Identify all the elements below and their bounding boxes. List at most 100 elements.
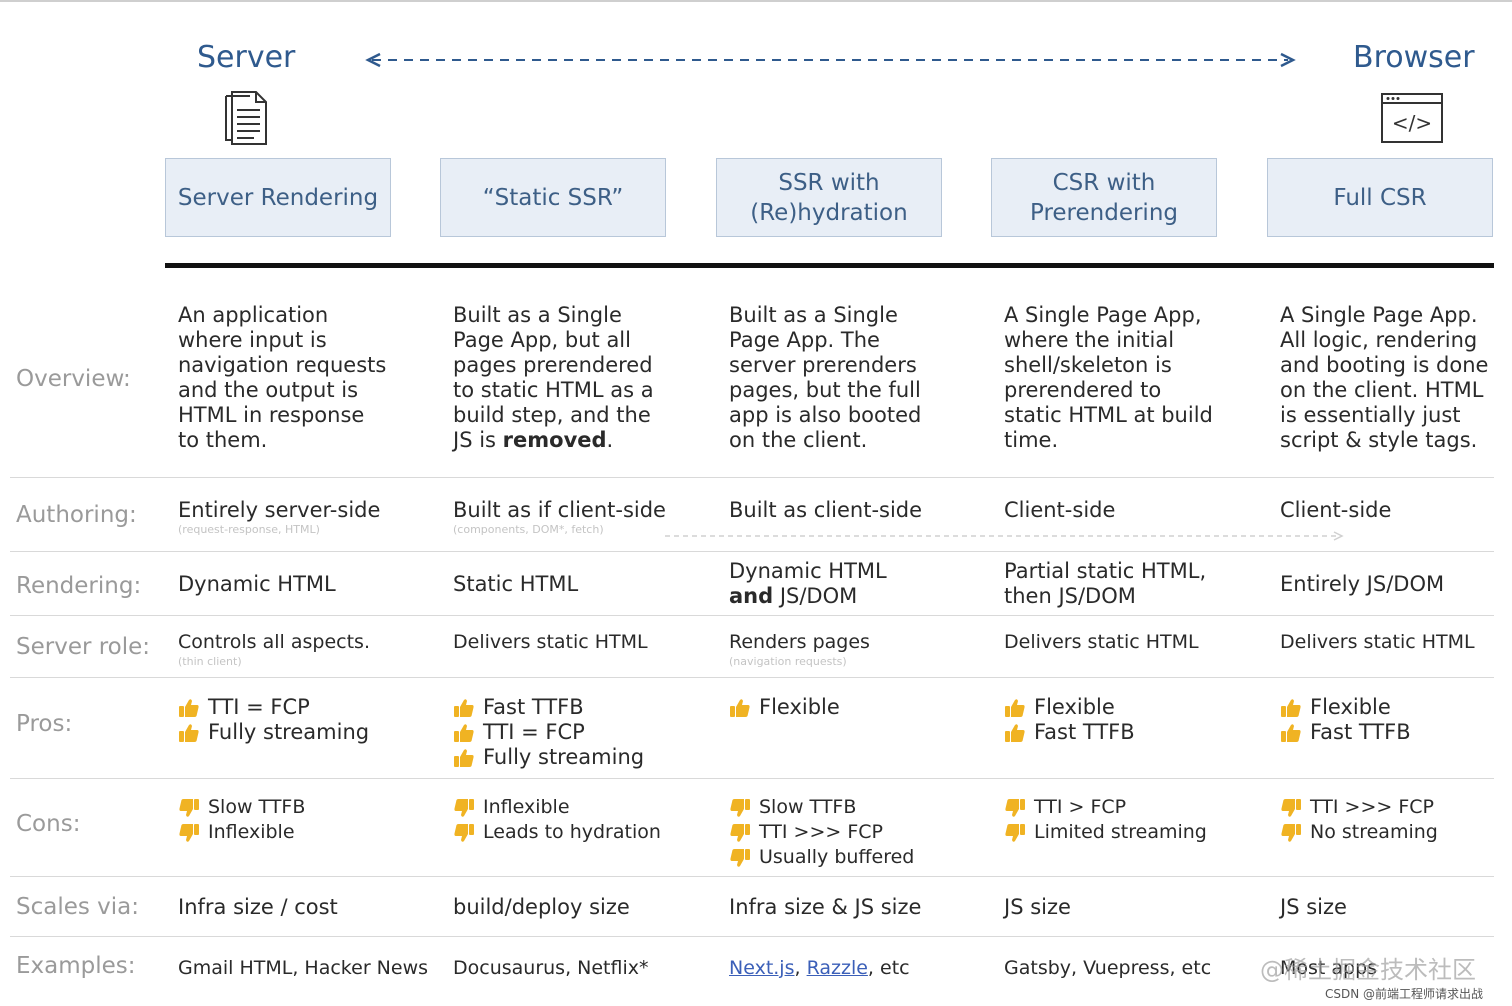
column-static-ssr: “Static SSR” <box>440 158 666 237</box>
examples-server-rendering: Gmail HTML, Hacker News <box>178 957 429 979</box>
pros-cell: Fast TTFB TTI = FCP Fully streaming <box>453 695 703 770</box>
thumbs-up-icon <box>730 698 750 717</box>
overview-static-ssr: Built as a Single Page App, but all page… <box>453 303 654 452</box>
scales-ssr-rehydration: Infra size & JS size <box>729 895 922 919</box>
cons-item: TTI >>> FCP <box>1280 795 1512 820</box>
row-separator <box>10 615 1494 616</box>
thumbs-up-icon <box>1281 723 1301 742</box>
overview-ssr-rehydration: Built as a Single Page App. The server p… <box>729 303 922 452</box>
thumbs-up-icon <box>454 698 474 717</box>
pros-cell: TTI = FCP Fully streaming <box>178 695 428 745</box>
row-separator <box>10 936 1494 937</box>
thumbs-down-icon <box>1281 798 1301 817</box>
server-role-server-rendering: Controls all aspects. (thin client) <box>178 630 438 669</box>
scales-csr-prerendering: JS size <box>1004 895 1071 919</box>
authoring-ssr-rehydration: Built as client-side <box>729 498 923 522</box>
overview-server-rendering: An application where input is navigation… <box>178 303 387 452</box>
cons-item-label: Leads to hydration <box>483 821 661 843</box>
cons-item-label: Inflexible <box>483 796 570 818</box>
pros-cell: Flexible Fast TTFB <box>1280 695 1512 745</box>
authoring-full-csr: Client-side <box>1280 498 1392 522</box>
authoring-csr-prerendering: Client-side <box>1004 498 1116 522</box>
server-role-csr-prerendering: Delivers static HTML <box>1004 631 1199 653</box>
pros-item: Fast TTFB <box>453 695 703 720</box>
overview-full-csr: A Single Page App. All logic, rendering … <box>1280 303 1489 452</box>
examples-full-csr: Most apps <box>1280 957 1378 979</box>
thumbs-down-icon <box>1281 823 1301 842</box>
nextjs-link[interactable]: Next.js <box>729 957 795 979</box>
pros-item-label: Fast TTFB <box>483 695 584 719</box>
rendering-ssr-rehydration: Dynamic HTML and JS/DOM <box>729 559 887 608</box>
row-separator <box>10 876 1494 877</box>
authoring-server-rendering: Entirely server-side (request-response, H… <box>178 498 438 537</box>
cons-item-label: Usually buffered <box>759 846 915 868</box>
row-separator <box>10 551 1494 552</box>
server-role-ssr-rehydration: Renders pages (navigation requests) <box>729 630 979 669</box>
cons-item-label: TTI >>> FCP <box>1310 796 1434 818</box>
rendering-server-rendering: Dynamic HTML <box>178 572 336 596</box>
thumbs-down-icon <box>730 848 750 867</box>
cons-item: Limited streaming <box>1004 820 1254 845</box>
pros-item-label: Fully streaming <box>208 720 370 744</box>
pros-item: Flexible <box>729 695 979 720</box>
header-divider <box>165 263 1494 268</box>
server-role-static-ssr: Delivers static HTML <box>453 631 648 653</box>
thumbs-down-icon <box>730 798 750 817</box>
scales-static-ssr: build/deploy size <box>453 895 630 919</box>
authoring-sub-note: (request-response, HTML) <box>178 523 320 536</box>
cons-cell: TTI >>> FCP No streaming <box>1280 795 1512 845</box>
cons-item: No streaming <box>1280 820 1512 845</box>
thumbs-down-icon <box>1005 823 1025 842</box>
pros-item: Fast TTFB <box>1280 720 1512 745</box>
pros-item-label: Flexible <box>1034 695 1115 719</box>
cons-item: Leads to hydration <box>453 820 703 845</box>
thumbs-down-icon <box>1005 798 1025 817</box>
row-separator <box>10 677 1494 678</box>
rendering-csr-prerendering: Partial static HTML, then JS/DOM <box>1004 559 1207 608</box>
pros-item-label: Fast TTFB <box>1034 720 1135 744</box>
cons-item: Inflexible <box>453 795 703 820</box>
server-role-full-csr: Delivers static HTML <box>1280 631 1475 653</box>
row-label-authoring: Authoring: <box>16 502 137 528</box>
scales-full-csr: JS size <box>1280 895 1347 919</box>
server-label: Server <box>197 40 296 75</box>
cons-item-label: TTI >>> FCP <box>759 821 883 843</box>
thumbs-up-icon <box>454 723 474 742</box>
authoring-sub-note: (components, DOM*, fetch) <box>453 523 604 536</box>
pros-item-label: Flexible <box>1310 695 1391 719</box>
row-label-examples: Examples: <box>16 953 136 979</box>
row-label-server-role: Server role: <box>16 634 151 660</box>
cons-cell: Slow TTFB TTI >>> FCP Usually buffered <box>729 795 979 870</box>
pros-item: TTI = FCP <box>453 720 703 745</box>
pros-item: Fast TTFB <box>1004 720 1254 745</box>
column-ssr-rehydration: SSR with (Re)hydration <box>716 158 942 237</box>
overview-emphasis: removed <box>502 428 607 452</box>
row-separator <box>10 477 1494 478</box>
examples-static-ssr: Docusaurus, Netflix* <box>453 957 649 979</box>
examples-ssr-rehydration: Next.js, Razzle, etc <box>729 957 910 979</box>
csdn-watermark: CSDN @前端工程师请求出战 <box>1325 987 1484 1001</box>
pros-item-label: Fast TTFB <box>1310 720 1411 744</box>
thumbs-down-icon <box>179 823 199 842</box>
watermark: @稀土掘金技术社区 <box>1260 956 1476 984</box>
top-border <box>0 0 1512 2</box>
cons-item: Slow TTFB <box>178 795 428 820</box>
column-server-rendering: Server Rendering <box>165 158 391 237</box>
row-label-pros: Pros: <box>16 711 73 737</box>
cons-item: Slow TTFB <box>729 795 979 820</box>
cons-cell: Slow TTFB Inflexible <box>178 795 428 845</box>
cons-item: TTI > FCP <box>1004 795 1254 820</box>
row-label-overview: Overview: <box>16 366 131 392</box>
cons-item-label: Inflexible <box>208 821 295 843</box>
pros-item: Flexible <box>1280 695 1512 720</box>
cons-item-label: No streaming <box>1310 821 1438 843</box>
cons-cell: Inflexible Leads to hydration <box>453 795 703 845</box>
examples-csr-prerendering: Gatsby, Vuepress, etc <box>1004 957 1212 979</box>
cons-item: Inflexible <box>178 820 428 845</box>
pros-item: Fully streaming <box>453 745 703 770</box>
razzle-link[interactable]: Razzle <box>806 957 868 979</box>
thumbs-up-icon <box>1005 723 1025 742</box>
thumbs-down-icon <box>454 798 474 817</box>
thumbs-down-icon <box>179 798 199 817</box>
cons-item-label: Slow TTFB <box>759 796 857 818</box>
